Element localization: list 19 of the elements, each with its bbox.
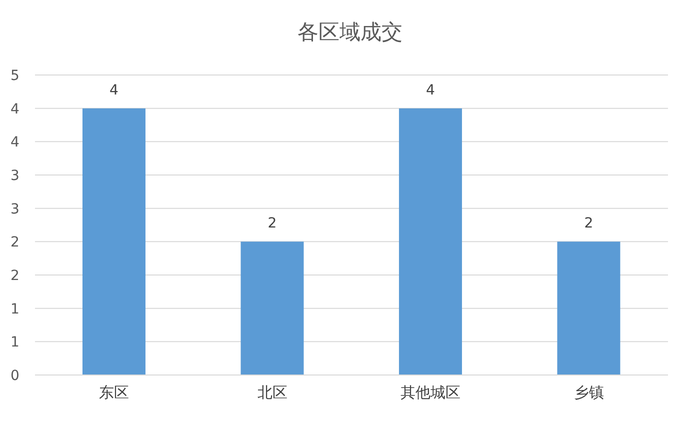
y-tick-label: 0 — [10, 368, 20, 384]
y-tick-label: 3 — [10, 168, 20, 184]
data-label: 2 — [584, 216, 594, 232]
y-tick-label: 3 — [10, 201, 20, 218]
data-label: 4 — [426, 82, 436, 98]
x-tick-label: 北区 — [257, 384, 288, 402]
y-tick-label: 1 — [10, 334, 20, 351]
y-tick-label: 5 — [10, 68, 20, 84]
chart-title: 各区域成交 — [296, 19, 404, 46]
x-tick-label: 乡镇 — [574, 384, 604, 402]
y-tick-label: 4 — [10, 101, 20, 118]
data-label: 4 — [110, 82, 119, 98]
x-tick-label: 东区 — [99, 384, 130, 402]
y-tick-label: 2 — [10, 234, 20, 251]
data-label: 2 — [268, 216, 277, 232]
x-tick-label: 其他城区 — [400, 384, 461, 402]
y-tick-label: 4 — [10, 134, 20, 151]
y-tick-label: 1 — [10, 301, 20, 318]
y-tick-label: 2 — [10, 268, 20, 284]
